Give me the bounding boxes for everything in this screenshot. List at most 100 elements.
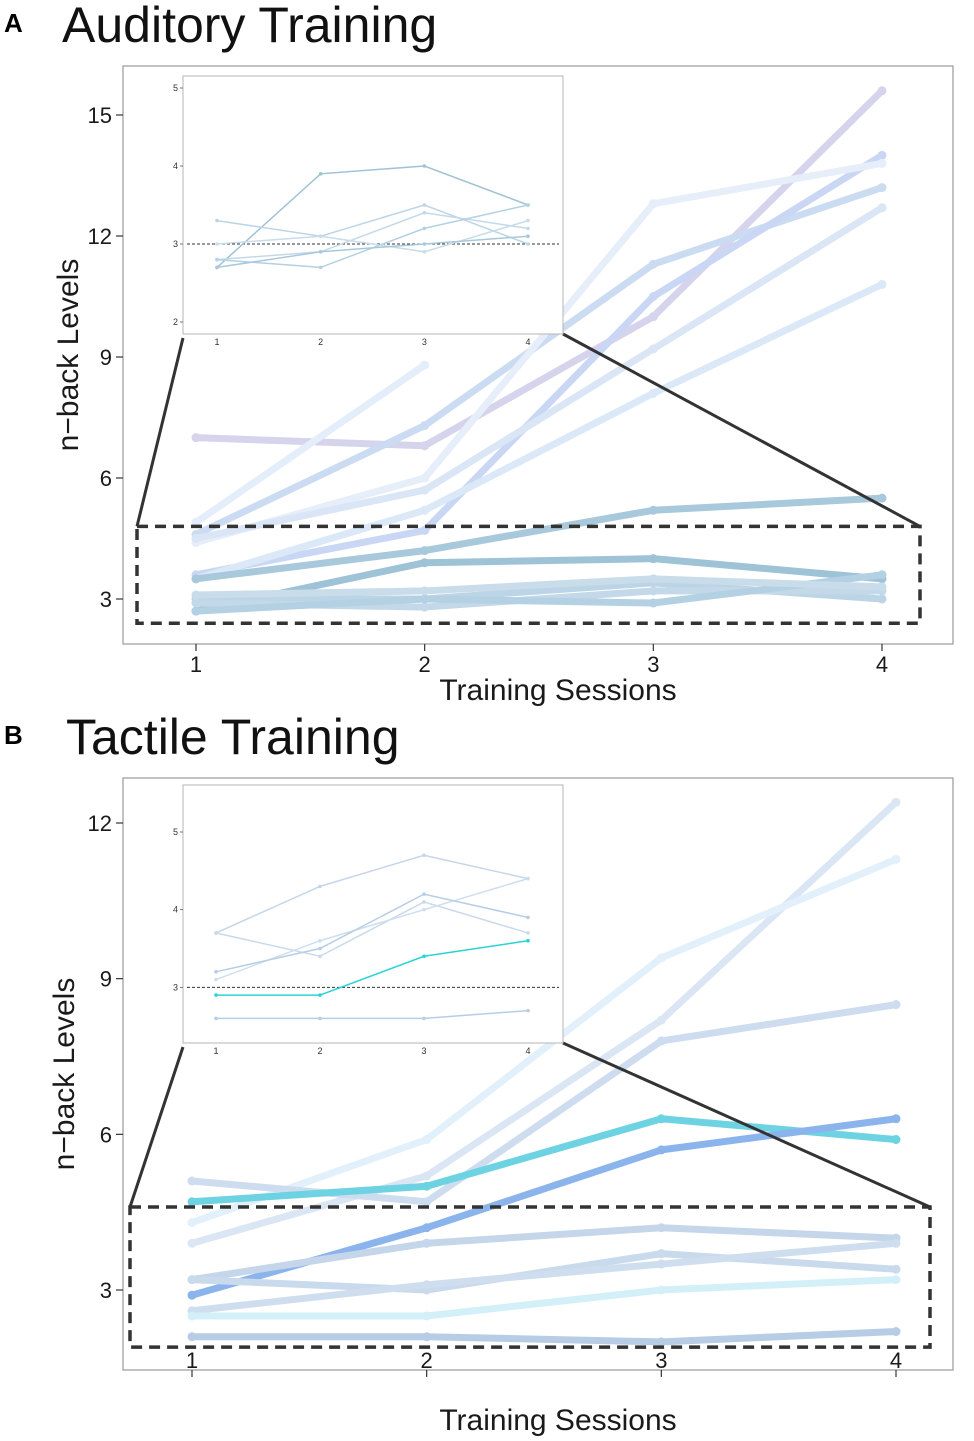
b-inset-series-point — [214, 977, 218, 982]
a-series-point — [648, 292, 658, 301]
a-series-point — [420, 558, 430, 568]
a-series-point — [191, 433, 201, 443]
b-inset-series-point — [214, 931, 218, 935]
b-series-point — [891, 854, 901, 864]
b-inset-series-line-j2 — [215, 901, 529, 958]
b-series-point — [422, 1223, 432, 1233]
b-inset-series-line-j5 — [216, 939, 529, 996]
a-series-line-a5 — [192, 204, 886, 542]
a-inset-series-point — [526, 226, 530, 231]
a-connector-left — [135, 337, 185, 527]
b-xtick-label: 3 — [655, 1348, 667, 1373]
b-inset-series-point — [526, 938, 530, 943]
b-inset-series-point — [318, 938, 322, 943]
b-series-point — [187, 1311, 197, 1321]
b-series-point — [187, 1218, 197, 1228]
b-series-point — [187, 1176, 197, 1186]
b-inset-series-point — [422, 853, 426, 858]
a-series-line-a7 — [192, 361, 429, 526]
a-inset-xtick-label: 1 — [214, 337, 219, 347]
a-series-point — [648, 598, 658, 608]
b-inset-series-point — [526, 931, 530, 935]
b-ytick-label: 3 — [100, 1278, 112, 1303]
b-series-point — [891, 1275, 901, 1285]
b-series-point — [422, 1171, 432, 1181]
a-series-point — [191, 606, 201, 616]
a-inset-series-point — [318, 250, 323, 254]
b-series-point — [422, 1238, 432, 1248]
a-series-point — [420, 602, 430, 612]
b-xtick-label: 4 — [890, 1348, 902, 1373]
a-inset-series-point — [318, 172, 323, 176]
a-xtick-label: 1 — [190, 652, 202, 677]
b-series-point — [891, 1264, 901, 1274]
a-inset-series-point — [215, 218, 219, 223]
b-inset-ytick-label: 4 — [173, 905, 178, 915]
b-series-line-b2 — [188, 855, 900, 1227]
b-series-point — [187, 1332, 197, 1342]
b-series-point — [187, 1238, 197, 1248]
b-inset-ytick-label: 5 — [173, 827, 178, 837]
b-series-point — [656, 1285, 666, 1295]
b-series-point — [891, 1000, 901, 1010]
a-series-point — [420, 586, 430, 596]
a-series-point — [648, 586, 658, 596]
a-xtick-label: 3 — [647, 652, 659, 677]
a-series-point — [877, 493, 887, 503]
b-inset-series-point — [318, 946, 322, 951]
a-inset-series-point — [215, 265, 219, 270]
b-zoom-box — [128, 1205, 932, 1349]
a-series-point — [877, 594, 887, 604]
a-inset-series-point — [422, 242, 427, 246]
a-inset-series-point — [422, 226, 427, 231]
a-series-point — [648, 344, 658, 354]
b-series-point — [656, 1249, 666, 1259]
a-ytick-label: 15 — [88, 103, 112, 128]
b-xtick-label: 2 — [421, 1348, 433, 1373]
a-series-point — [420, 360, 430, 370]
b-inset-xtick-label: 4 — [525, 1046, 530, 1056]
a-series-point — [648, 505, 658, 515]
panel-b-letter: B — [4, 720, 23, 750]
a-series-point — [191, 590, 201, 600]
b-series-point — [422, 1332, 432, 1342]
b-inset-xtick-label: 1 — [213, 1046, 218, 1056]
a-inset-series-line-i5 — [216, 219, 529, 253]
a-connector-right — [562, 332, 921, 528]
b-inset-xtick-label: 3 — [421, 1046, 426, 1056]
b-series-line-b4 — [188, 1115, 900, 1206]
b-series-point — [656, 1337, 666, 1347]
a-series-point — [877, 183, 887, 193]
a-xtick-label: 4 — [876, 652, 888, 677]
b-series-point — [656, 1114, 666, 1124]
a-series-point — [191, 598, 201, 608]
a-series-point — [420, 525, 430, 535]
a-series-point — [877, 150, 887, 160]
a-series-point — [191, 517, 201, 527]
a-series-line-a6 — [192, 280, 886, 583]
a-series-point — [191, 574, 201, 584]
a-series-point — [648, 574, 658, 584]
b-series-point — [187, 1290, 197, 1300]
b-series-line-b9 — [188, 1276, 900, 1320]
b-series-point — [656, 1145, 666, 1155]
b-inset-series-point — [526, 915, 530, 920]
b-series-point — [891, 797, 901, 807]
a-series-line-a8 — [192, 494, 886, 583]
b-inset-series-point — [318, 993, 322, 997]
a-inset-ytick-label: 3 — [173, 239, 178, 249]
a-series-point — [191, 534, 201, 543]
a-series-line-a3 — [192, 151, 886, 579]
b-series-point — [891, 1135, 901, 1145]
b-inset-series-point — [214, 970, 218, 974]
b-series-point — [422, 1311, 432, 1321]
b-series-point — [891, 1238, 901, 1248]
a-inset-series-point — [422, 164, 427, 168]
a-series-line-a12 — [192, 571, 886, 615]
b-series-point — [656, 1259, 666, 1269]
a-inset-series-line-i1 — [216, 165, 529, 268]
a-series-point — [648, 312, 658, 322]
a-y-axis-title: n−back Levels — [52, 259, 85, 452]
a-series-point — [648, 259, 658, 269]
